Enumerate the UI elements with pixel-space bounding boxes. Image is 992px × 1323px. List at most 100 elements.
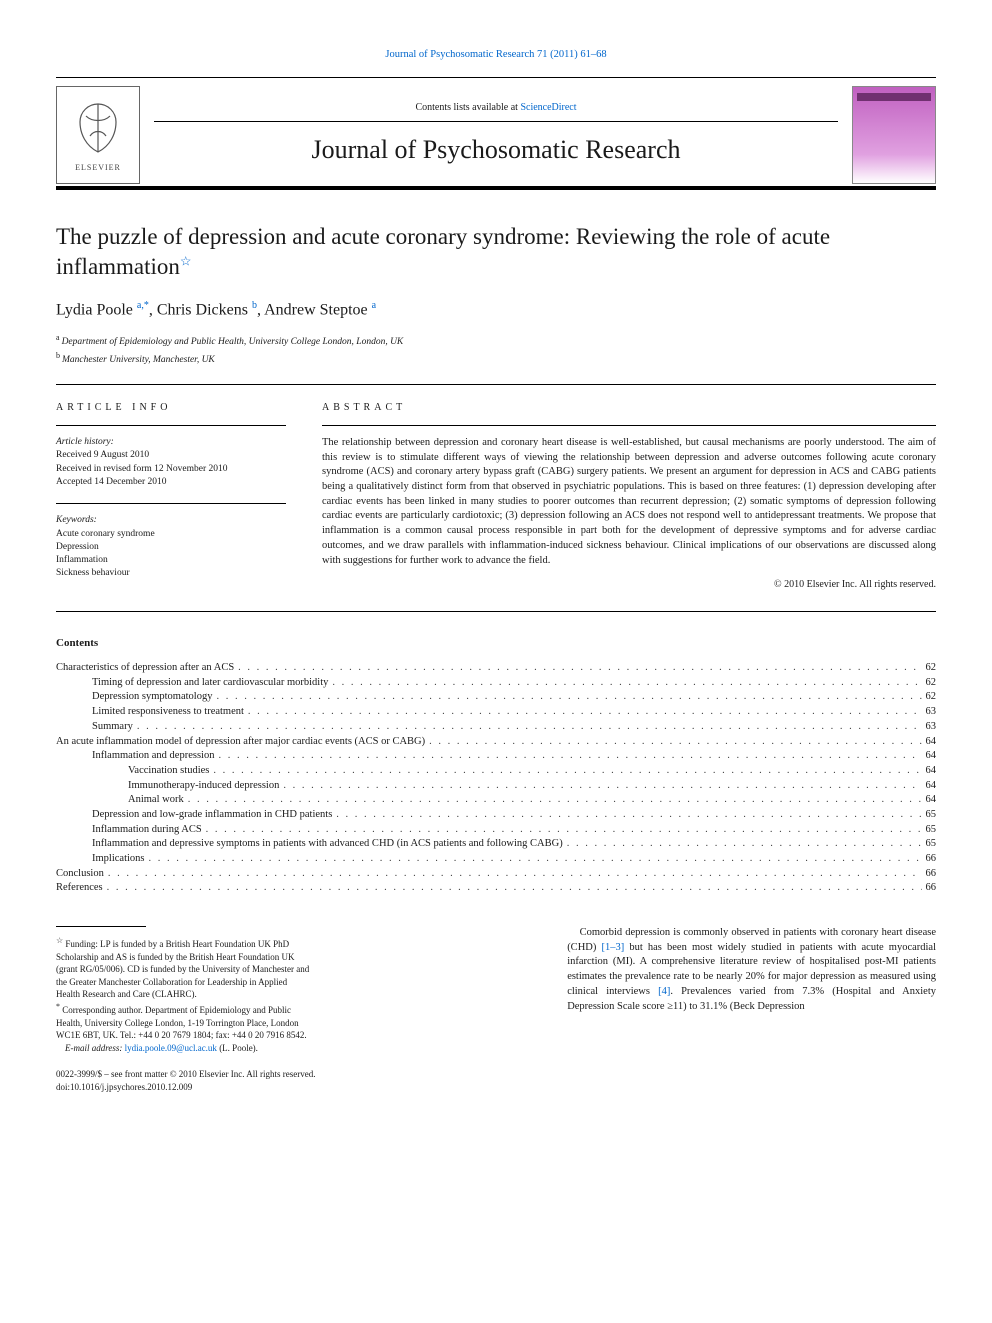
author-name: Chris Dickens: [157, 302, 252, 319]
toc-leader-dots: . . . . . . . . . . . . . . . . . . . . …: [567, 837, 922, 852]
doi: doi:10.1016/j.jpsychores.2010.12.009: [56, 1081, 531, 1094]
title-text: The puzzle of depression and acute coron…: [56, 224, 830, 279]
toc-row[interactable]: Immunotherapy-induced depression . . . .…: [56, 779, 936, 794]
toc-label: Depression and low-grade inflammation in…: [92, 808, 332, 823]
toc-row[interactable]: Animal work . . . . . . . . . . . . . . …: [56, 793, 936, 808]
keyword: Inflammation: [56, 554, 286, 567]
contents-prefix: Contents lists available at: [415, 102, 520, 113]
toc-leader-dots: . . . . . . . . . . . . . . . . . . . . …: [336, 808, 921, 823]
author-aff-mark: a,*: [137, 300, 149, 311]
masthead: ELSEVIER Contents lists available at Sci…: [56, 77, 936, 189]
toc-leader-dots: . . . . . . . . . . . . . . . . . . . . …: [283, 779, 921, 794]
footnotes: ☆ Funding: LP is funded by a British Hea…: [56, 935, 313, 1054]
ref-1-3[interactable]: [1–3]: [601, 942, 624, 953]
keyword: Depression: [56, 541, 286, 554]
toc-page: 64: [926, 779, 937, 794]
sciencedirect-link[interactable]: ScienceDirect: [520, 102, 576, 113]
front-matter: 0022-3999/$ – see front matter © 2010 El…: [56, 1068, 531, 1081]
toc-leader-dots: . . . . . . . . . . . . . . . . . . . . …: [238, 661, 921, 676]
authors: Lydia Poole a,*, Chris Dickens b, Andrew…: [56, 299, 936, 322]
toc-page: 63: [926, 705, 937, 720]
affiliation-text: Manchester University, Manchester, UK: [62, 355, 215, 365]
toc-leader-dots: . . . . . . . . . . . . . . . . . . . . …: [248, 705, 922, 720]
toc-label: Timing of depression and later cardiovas…: [92, 676, 328, 691]
toc-label: References: [56, 881, 103, 896]
toc-page: 66: [926, 881, 937, 896]
toc-leader-dots: . . . . . . . . . . . . . . . . . . . . …: [149, 852, 922, 867]
toc-label: Immunotherapy-induced depression: [128, 779, 279, 794]
funding-footnote: ☆ Funding: LP is funded by a British Hea…: [56, 935, 313, 1001]
ref-4[interactable]: [4]: [658, 986, 670, 997]
toc-page: 66: [926, 852, 937, 867]
email-label: E-mail address:: [65, 1043, 122, 1053]
journal-cover-thumb: [852, 86, 936, 184]
toc-leader-dots: . . . . . . . . . . . . . . . . . . . . …: [213, 764, 921, 779]
toc-page: 62: [926, 676, 937, 691]
toc-label: Vaccination studies: [128, 764, 209, 779]
toc-page: 64: [926, 764, 937, 779]
intro-paragraph: Comorbid depression is commonly observed…: [567, 896, 936, 1094]
toc-row[interactable]: Timing of depression and later cardiovas…: [56, 676, 936, 691]
author-aff-mark: a: [372, 300, 376, 311]
article-info: ARTICLE INFO Article history: Received 9…: [56, 401, 286, 595]
toc-label: Depression symptomatology: [92, 690, 212, 705]
elsevier-logo: ELSEVIER: [56, 86, 140, 184]
corr-text: Corresponding author. Department of Epid…: [56, 1005, 307, 1040]
history-line: Received 9 August 2010: [56, 449, 286, 462]
toc-page: 62: [926, 690, 937, 705]
toc-label: An acute inflammation model of depressio…: [56, 735, 425, 750]
author-name: Andrew Steptoe: [264, 302, 372, 319]
toc-leader-dots: . . . . . . . . . . . . . . . . . . . . …: [206, 823, 922, 838]
toc-row[interactable]: References . . . . . . . . . . . . . . .…: [56, 881, 936, 896]
toc-row[interactable]: Inflammation and depressive symptoms in …: [56, 837, 936, 852]
toc-label: Animal work: [128, 793, 184, 808]
running-head: Journal of Psychosomatic Research 71 (20…: [56, 48, 936, 63]
contents-available: Contents lists available at ScienceDirec…: [154, 101, 838, 115]
toc-row[interactable]: Depression and low-grade inflammation in…: [56, 808, 936, 823]
toc-label: Characteristics of depression after an A…: [56, 661, 234, 676]
table-of-contents: Characteristics of depression after an A…: [56, 661, 936, 896]
funding-mark: ☆: [56, 936, 63, 945]
toc-row[interactable]: Conclusion . . . . . . . . . . . . . . .…: [56, 867, 936, 882]
toc-row[interactable]: Characteristics of depression after an A…: [56, 661, 936, 676]
journal-name: Journal of Psychosomatic Research: [154, 121, 838, 168]
abstract-copyright: © 2010 Elsevier Inc. All rights reserved…: [322, 578, 936, 592]
toc-row[interactable]: Depression symptomatology . . . . . . . …: [56, 690, 936, 705]
toc-leader-dots: . . . . . . . . . . . . . . . . . . . . …: [107, 881, 922, 896]
toc-row[interactable]: Summary . . . . . . . . . . . . . . . . …: [56, 720, 936, 735]
toc-page: 64: [926, 793, 937, 808]
toc-label: Inflammation and depressive symptoms in …: [92, 837, 563, 852]
title-footnote-mark: ☆: [180, 253, 192, 268]
abstract-heading: ABSTRACT: [322, 401, 936, 415]
keyword: Sickness behaviour: [56, 567, 286, 580]
corr-mark: *: [56, 1002, 60, 1011]
toc-row[interactable]: Limited responsiveness to treatment . . …: [56, 705, 936, 720]
keywords-label: Keywords:: [56, 514, 286, 527]
toc-leader-dots: . . . . . . . . . . . . . . . . . . . . …: [137, 720, 922, 735]
toc-leader-dots: . . . . . . . . . . . . . . . . . . . . …: [188, 793, 922, 808]
email-footnote: E-mail address: lydia.poole.09@ucl.ac.uk…: [56, 1042, 313, 1055]
toc-row[interactable]: Inflammation during ACS . . . . . . . . …: [56, 823, 936, 838]
elsevier-word: ELSEVIER: [75, 162, 121, 173]
toc-page: 64: [926, 749, 937, 764]
corresponding-footnote: * Corresponding author. Department of Ep…: [56, 1001, 313, 1042]
email-link[interactable]: lydia.poole.09@ucl.ac.uk: [125, 1043, 217, 1053]
toc-page: 65: [926, 823, 937, 838]
toc-row[interactable]: Vaccination studies . . . . . . . . . . …: [56, 764, 936, 779]
abstract: ABSTRACT The relationship between depres…: [322, 401, 936, 595]
abstract-body: The relationship between depression and …: [322, 436, 936, 568]
toc-page: 62: [926, 661, 937, 676]
toc-row[interactable]: An acute inflammation model of depressio…: [56, 735, 936, 750]
toc-row[interactable]: Implications . . . . . . . . . . . . . .…: [56, 852, 936, 867]
toc-page: 65: [926, 837, 937, 852]
article-info-heading: ARTICLE INFO: [56, 401, 286, 415]
toc-row[interactable]: Inflammation and depression . . . . . . …: [56, 749, 936, 764]
history-label: Article history:: [56, 436, 286, 449]
toc-leader-dots: . . . . . . . . . . . . . . . . . . . . …: [108, 867, 922, 882]
biblio-footer: 0022-3999/$ – see front matter © 2010 El…: [56, 1068, 531, 1093]
toc-label: Inflammation and depression: [92, 749, 214, 764]
toc-page: 65: [926, 808, 937, 823]
toc-page: 63: [926, 720, 937, 735]
toc-page: 66: [926, 867, 937, 882]
affiliations: a Department of Epidemiology and Public …: [56, 332, 936, 368]
